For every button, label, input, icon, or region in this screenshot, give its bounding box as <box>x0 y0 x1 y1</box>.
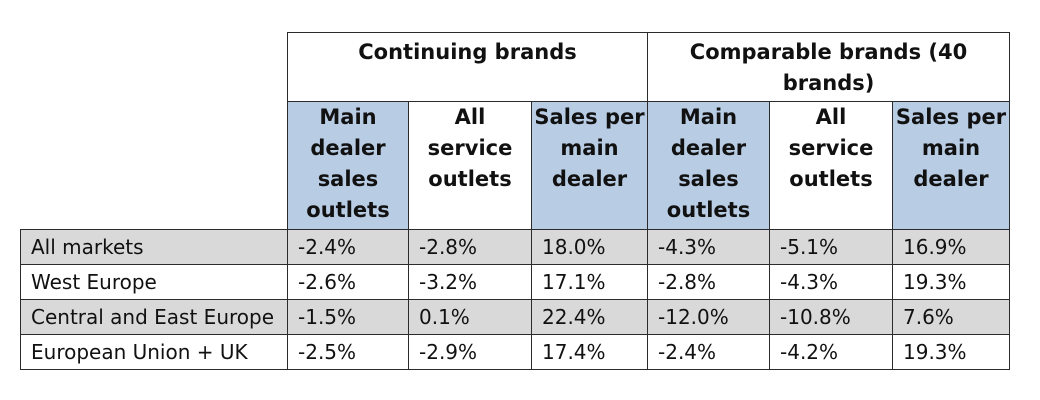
group-header-comparable: Comparable brands (40 brands) <box>646 32 1011 102</box>
row-label: Central and East Europe <box>20 299 288 335</box>
table-cell: 17.4% <box>531 334 648 370</box>
row-label: All markets <box>20 229 288 265</box>
row-label: European Union + UK <box>20 334 288 370</box>
column-header: Main dealer sales outlets <box>647 101 770 230</box>
corner-cell <box>20 32 288 230</box>
table-cell: -3.2% <box>408 264 532 300</box>
table-cell: 7.6% <box>891 299 1011 335</box>
table-cell: 0.1% <box>408 299 532 335</box>
table-cell: 19.3% <box>891 264 1011 300</box>
column-header-row: Main dealer sales outlets All service ou… <box>21 101 1011 230</box>
table-cell: 16.9% <box>891 229 1011 265</box>
table-cell: -2.8% <box>647 264 770 300</box>
table-row: West Europe -2.6% -3.2% 17.1% -2.8% -4.3… <box>20 264 1011 300</box>
column-header: All service outlets <box>408 101 532 230</box>
table-cell: -2.6% <box>287 264 409 300</box>
table-cell: 19.3% <box>891 334 1011 370</box>
table-cell: -4.3% <box>769 264 893 300</box>
table-cell: -4.3% <box>647 229 770 265</box>
group-header-row: Continuing brands Comparable brands (40 … <box>20 32 1011 230</box>
table-row: All markets -2.4% -2.8% 18.0% -4.3% -5.1… <box>20 229 1011 265</box>
table-cell: -2.8% <box>408 229 532 265</box>
table-cell: -1.5% <box>287 299 409 335</box>
column-header: Main dealer sales outlets <box>287 101 409 230</box>
table-cell: -2.4% <box>647 334 770 370</box>
row-label: West Europe <box>20 264 288 300</box>
table-cell: -2.9% <box>408 334 532 370</box>
column-header: All service outlets <box>769 101 893 230</box>
table-cell: -10.8% <box>769 299 893 335</box>
column-header: Sales per main dealer <box>531 101 648 230</box>
table-row: Central and East Europe -1.5% 0.1% 22.4%… <box>20 299 1011 335</box>
group-header-continuing: Continuing brands <box>287 32 648 102</box>
comparison-table: Continuing brands Comparable brands (40 … <box>20 32 1011 370</box>
table-cell: 22.4% <box>531 299 648 335</box>
table-cell: -12.0% <box>647 299 770 335</box>
table-cell: 18.0% <box>531 229 648 265</box>
table-cell: -2.4% <box>287 229 409 265</box>
table-cell: -2.5% <box>287 334 409 370</box>
table-cell: 17.1% <box>531 264 648 300</box>
table-cell: -4.2% <box>769 334 893 370</box>
column-header: Sales per main dealer <box>891 101 1011 230</box>
table-row: European Union + UK -2.5% -2.9% 17.4% -2… <box>20 334 1011 370</box>
table-cell: -5.1% <box>769 229 893 265</box>
